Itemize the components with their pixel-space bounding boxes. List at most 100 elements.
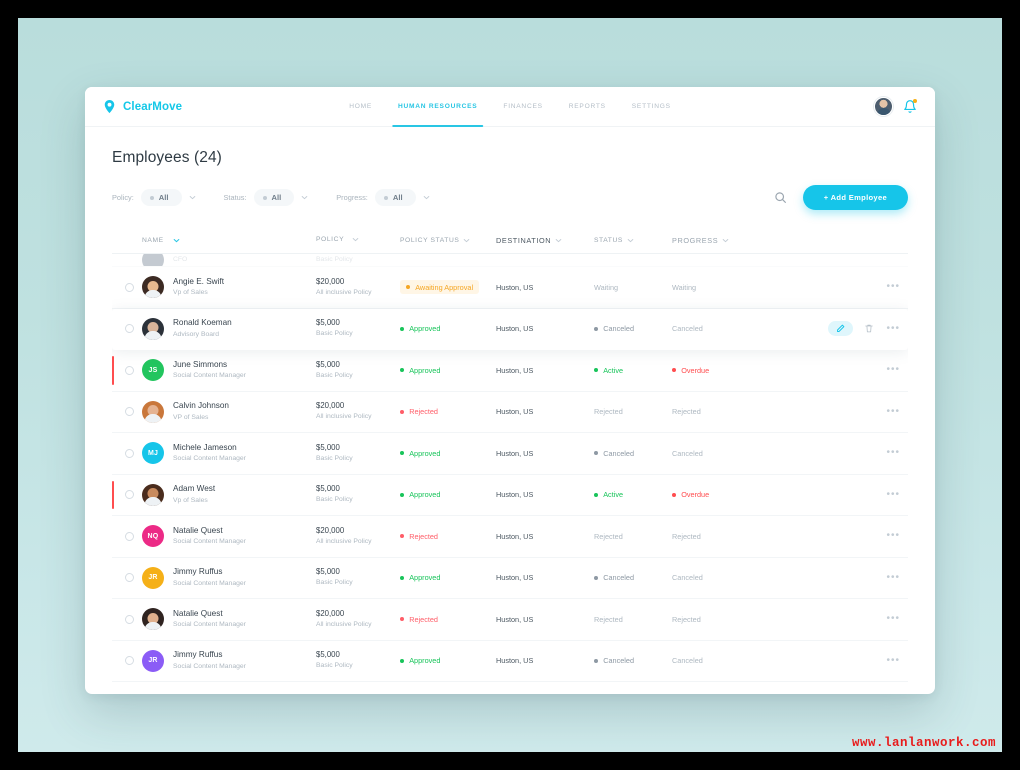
chevron-down-icon[interactable]	[423, 194, 430, 201]
row-actions: •••	[758, 488, 908, 500]
nav-item-reports[interactable]: REPORTS	[568, 103, 606, 110]
column-header-policy[interactable]: POLICY	[316, 236, 400, 245]
table-row-partial-policy: Basic Policy	[316, 256, 353, 264]
policy-cell: $20,000 All inclusive Policy	[316, 526, 400, 547]
policy-status-cell: Approved	[400, 573, 496, 582]
row-checkbox[interactable]	[124, 656, 134, 666]
row-select-cell	[116, 282, 142, 292]
row-checkbox[interactable]	[124, 282, 134, 292]
column-header-progress[interactable]: PROGRESS	[672, 236, 758, 245]
employee-name: Angie E. Swift	[173, 276, 224, 286]
column-header-status[interactable]: STATUS	[594, 237, 672, 244]
policy-amount: $20,000	[316, 276, 345, 286]
filter-status-value[interactable]: All	[253, 189, 295, 206]
table-row[interactable]: JR Jimmy Ruffus Social Content Manager $5,0…	[112, 557, 908, 599]
policy-status-cell: Approved	[400, 656, 496, 665]
chevron-down-icon	[722, 238, 729, 242]
avatar: JS	[142, 359, 164, 382]
policy-amount: $5,000	[316, 318, 340, 328]
row-checkbox[interactable]	[124, 614, 134, 624]
table-row[interactable]: JR Jimmy Ruffus Social Content Manager $5,0…	[112, 640, 908, 682]
row-checkbox[interactable]	[124, 324, 134, 334]
destination-cell: Huston, US	[496, 573, 534, 583]
add-employee-button[interactable]: + Add Employee	[802, 185, 908, 210]
top-navigation-bar: ClearMove HOME HUMAN RESOURCES FINANCES …	[85, 87, 935, 127]
filter-progress-value[interactable]: All	[374, 189, 416, 206]
table-row[interactable]: Angie E. Swift Vp of Sales $20,000 All incl…	[112, 267, 908, 309]
filter-progress-label: Progress:	[336, 193, 368, 202]
progress-cell: Rejected	[672, 614, 701, 624]
nav-item-finances[interactable]: FINANCES	[503, 103, 543, 110]
column-header-status-label: STATUS	[594, 236, 623, 244]
policy-name: Basic Policy	[316, 371, 353, 379]
row-actions: •••	[758, 531, 908, 541]
search-icon[interactable]	[774, 191, 787, 204]
table-row[interactable]: JS June Simmons Social Content Manager $5,0…	[112, 350, 908, 392]
more-menu-button[interactable]: •••	[886, 571, 900, 583]
table-row[interactable]: Natalie Quest Social Content Manager $20,0…	[112, 599, 908, 641]
more-menu-button[interactable]: •••	[886, 530, 900, 542]
employee-name: Jimmy Ruffus	[173, 567, 223, 577]
row-checkbox[interactable]	[124, 490, 134, 500]
row-actions: •••	[758, 654, 908, 666]
more-menu-button[interactable]: •••	[886, 654, 900, 666]
row-checkbox[interactable]	[124, 531, 134, 541]
policy-amount: $20,000	[316, 401, 345, 411]
employee-cell: JR Jimmy Ruffus Social Content Manager	[142, 649, 316, 672]
filter-policy-value[interactable]: All	[140, 189, 182, 206]
table-row[interactable]: Ronald Koeman Advisory Board $5,000 Basic P…	[112, 308, 908, 350]
delete-button[interactable]	[864, 323, 875, 335]
table-row[interactable]: MJ Michele Jameson Social Content Manager $…	[112, 433, 908, 475]
edit-button[interactable]	[828, 321, 854, 337]
row-select-cell	[116, 490, 142, 500]
status-cell: Canceled	[594, 324, 672, 333]
employee-cell: Ronald Koeman Advisory Board	[142, 317, 316, 340]
page-title: Employees (24)	[112, 149, 222, 166]
bell-icon[interactable]	[903, 99, 917, 114]
status-cell: Rejected	[594, 531, 623, 541]
more-menu-button[interactable]: •••	[886, 447, 900, 459]
more-menu-button[interactable]: •••	[886, 488, 900, 500]
table-row[interactable]: NQ Natalie Quest Social Content Manager $20…	[112, 516, 908, 558]
more-menu-button[interactable]: •••	[886, 281, 900, 293]
row-actions: •••	[758, 614, 908, 624]
table-row[interactable]: Calvin Johnson VP of Sales $20,000 All incl…	[112, 391, 908, 433]
policy-name: Basic Policy	[316, 454, 353, 462]
column-header-policy-status[interactable]: POLICY STATUS	[400, 237, 496, 244]
nav-item-home[interactable]: HOME	[349, 103, 373, 110]
policy-cell: $5,000 Basic Policy	[316, 318, 400, 339]
row-checkbox[interactable]	[124, 365, 134, 375]
row-checkbox[interactable]	[124, 448, 134, 458]
more-menu-button[interactable]: •••	[886, 322, 900, 334]
toolbar-right: + Add Employee	[774, 185, 908, 210]
column-header-destination[interactable]: DESTINATION	[496, 236, 594, 245]
row-actions: •••	[758, 282, 908, 292]
column-header-name[interactable]: NAME	[142, 237, 316, 244]
more-menu-button[interactable]: •••	[886, 364, 900, 376]
filter-progress-text: All	[392, 193, 403, 202]
table-row[interactable]: Adam West Vp of Sales $5,000 Basic Policy Ap…	[112, 474, 908, 516]
chevron-down-icon[interactable]	[301, 194, 308, 201]
progress-cell: Canceled	[672, 324, 703, 334]
chevron-down-icon[interactable]	[189, 194, 196, 201]
policy-status-cell: Approved	[400, 449, 496, 458]
avatar	[142, 400, 164, 423]
brand-logo[interactable]: ClearMove	[102, 99, 182, 114]
row-flag-marker	[112, 480, 115, 509]
user-avatar[interactable]	[874, 97, 893, 116]
employee-role: Social Content Manager	[173, 538, 246, 546]
policy-amount: $20,000	[316, 608, 345, 618]
table-body[interactable]: CFO Basic Policy Angie E. Swift Vp of Sales…	[112, 253, 908, 694]
more-menu-button[interactable]: •••	[886, 613, 900, 625]
more-menu-button[interactable]: •••	[886, 405, 900, 417]
row-checkbox[interactable]	[124, 407, 134, 417]
row-flag-marker	[112, 647, 114, 676]
nav-item-settings[interactable]: SETTINGS	[631, 103, 671, 110]
row-actions: •••	[758, 321, 908, 337]
employee-cell: Angie E. Swift Vp of Sales	[142, 276, 316, 299]
row-checkbox[interactable]	[124, 573, 134, 583]
destination-cell: Huston, US	[496, 614, 534, 624]
app-window: ClearMove HOME HUMAN RESOURCES FINANCES …	[85, 87, 935, 694]
nav-item-human-resources[interactable]: HUMAN RESOURCES	[385, 87, 490, 127]
destination-cell: Huston, US	[496, 448, 534, 458]
